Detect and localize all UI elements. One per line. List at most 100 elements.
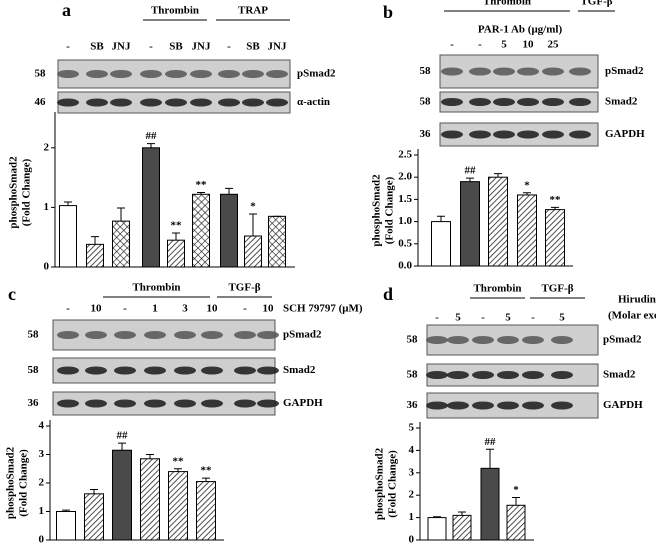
lane-label: 25 — [548, 39, 560, 51]
lane-label: JNJ — [192, 41, 211, 53]
y-axis-label: phosphoSmad2 — [371, 174, 383, 247]
significance: * — [513, 484, 519, 496]
group-label: TRAP — [238, 5, 268, 17]
panel: d Thrombin TGF-β Hirudin (Molar excess) - 5 - 5 -… — [374, 283, 656, 546]
band — [144, 399, 166, 408]
lane-label: - — [123, 303, 127, 315]
lane-label: 5 — [505, 312, 511, 324]
mw-label: 58 — [407, 369, 419, 381]
bar — [506, 504, 526, 541]
band — [201, 331, 223, 339]
bar — [220, 193, 238, 268]
band — [497, 401, 519, 410]
band — [174, 331, 196, 339]
bar — [167, 239, 185, 268]
band — [493, 130, 515, 139]
panel: b Thrombin TGF-β PAR-1 Ab (μg/ml) - - 5 10 25 58 p… — [371, 0, 646, 272]
error-bar — [146, 454, 154, 459]
band — [569, 98, 591, 106]
band — [472, 371, 494, 379]
error-bar — [90, 489, 98, 494]
error-bar — [117, 207, 125, 222]
significance: ** — [201, 465, 213, 477]
bar — [427, 517, 447, 541]
error-bar — [551, 206, 559, 210]
y-tick-label: 3 — [39, 448, 45, 460]
bar — [56, 511, 76, 541]
band — [242, 98, 264, 107]
blot-label: Smad2 — [283, 364, 316, 376]
band — [57, 70, 79, 78]
band — [447, 401, 469, 410]
blot-label: GAPDH — [603, 399, 643, 411]
lane-label: - — [531, 312, 535, 324]
band — [441, 67, 463, 76]
band — [447, 371, 469, 379]
bar — [244, 235, 262, 268]
band — [140, 98, 162, 107]
bar — [268, 215, 286, 268]
band — [165, 98, 187, 107]
significance: ** — [550, 194, 562, 206]
y-tick-label: 1 — [44, 201, 50, 213]
band — [569, 67, 591, 76]
lane-label: JNJ — [268, 41, 287, 53]
bar — [460, 181, 480, 267]
bar — [59, 205, 77, 268]
y-tick-label: 1.0 — [398, 215, 412, 227]
significance: ** — [173, 455, 185, 467]
significance: * — [250, 200, 256, 212]
lane-label: SB — [90, 41, 104, 53]
bar — [431, 221, 451, 267]
lane-label: 10 — [523, 39, 535, 51]
band — [542, 98, 564, 106]
bar — [112, 220, 130, 268]
y-tick-label: 2 — [44, 141, 50, 153]
band — [85, 399, 107, 408]
lane-label: - — [66, 41, 70, 53]
lane-label: - — [481, 312, 485, 324]
error-bar — [494, 173, 502, 178]
mw-label: 58 — [35, 68, 47, 80]
error-bar — [197, 192, 205, 195]
y-tick-label: 5 — [409, 422, 415, 434]
mw-label: 36 — [407, 399, 419, 411]
band — [469, 67, 491, 76]
band — [441, 98, 463, 106]
y-axis-label: (Fold Change) — [387, 450, 399, 518]
error-bar — [174, 468, 182, 472]
blot-label: pSmad2 — [283, 329, 322, 341]
band — [201, 399, 223, 408]
band — [522, 336, 544, 344]
band — [257, 331, 279, 339]
error-bar — [118, 442, 126, 451]
band — [57, 98, 79, 107]
band — [165, 70, 187, 78]
band — [174, 399, 196, 408]
band — [569, 130, 591, 139]
y-tick-label: 1.5 — [398, 193, 412, 205]
panel: a Thrombin TRAP - SB JNJ - SB JNJ - SB JNJ 58 pSmad2 4… — [8, 0, 336, 272]
error-bar — [64, 201, 72, 206]
bar — [192, 193, 210, 268]
error-bar — [458, 511, 466, 516]
group-label: Thrombin — [132, 282, 180, 294]
y-axis-label: (Fold Change) — [21, 158, 33, 226]
group-label: Thrombin — [151, 5, 199, 17]
treatment-label: (Molar excess) — [608, 310, 656, 322]
lane-label: - — [243, 303, 247, 315]
blot-label: Smad2 — [603, 369, 636, 381]
y-tick-label: 3 — [409, 466, 415, 478]
mw-label: 46 — [35, 96, 47, 108]
band — [57, 331, 79, 339]
lane-label: - — [478, 39, 482, 51]
band — [190, 70, 212, 78]
band — [144, 366, 166, 375]
y-tick-label: 1 — [39, 505, 45, 517]
error-bar — [523, 192, 531, 195]
group-label: TGF-β — [580, 0, 612, 8]
band — [201, 366, 223, 375]
bar — [452, 514, 472, 541]
y-axis-label: phosphoSmad2 — [8, 156, 20, 229]
band — [140, 70, 162, 78]
